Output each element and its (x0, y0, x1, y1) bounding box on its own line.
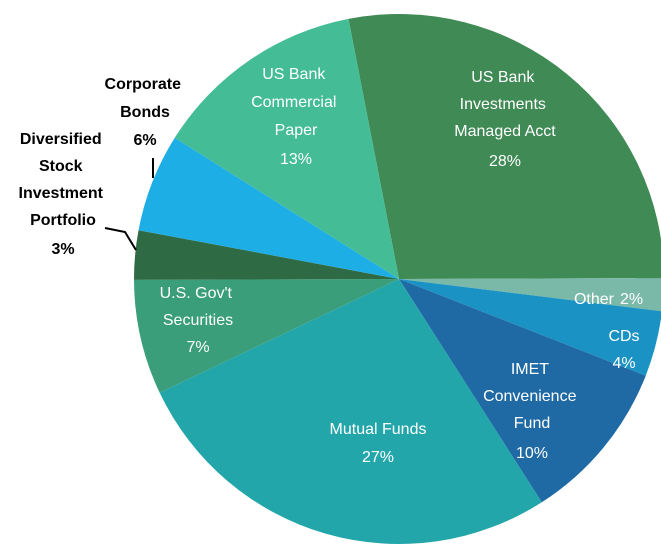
pie-slice (399, 279, 661, 376)
slice-label: Other (574, 291, 615, 308)
slice-label: US Bank Investments Managed Acct (454, 69, 556, 140)
value-label: 4% (612, 355, 635, 372)
pie-slice (348, 14, 661, 279)
slice-label: IMET Convenience Fund (483, 361, 581, 432)
slice-label: Mutual Funds (330, 421, 427, 438)
value-label: 6% (133, 132, 156, 149)
value-label: 28% (489, 153, 521, 170)
slice-label: U.S. Gov't Securities (160, 285, 237, 329)
value-label: 3% (51, 241, 74, 258)
pie-slice (138, 137, 399, 279)
pie-slice (134, 230, 399, 280)
value-label: 10% (516, 445, 548, 462)
pie-slice (399, 278, 661, 312)
slice-label: Corporate Bonds (105, 76, 186, 121)
pie-slice (174, 18, 399, 279)
slice-label: US Bank Commercial Paper (251, 66, 341, 139)
value-label: 13% (280, 151, 312, 168)
pie-slice (159, 279, 542, 544)
pie-slice (134, 279, 399, 393)
slice-label: Diversified Stock Investment Portfolio (19, 131, 108, 229)
value-label: 2% (620, 291, 643, 308)
pie-slice (399, 279, 646, 503)
value-label: 7% (186, 339, 209, 356)
slice-label: CDs (608, 328, 639, 345)
value-label: 27% (362, 449, 394, 466)
leader-line (104, 227, 137, 251)
